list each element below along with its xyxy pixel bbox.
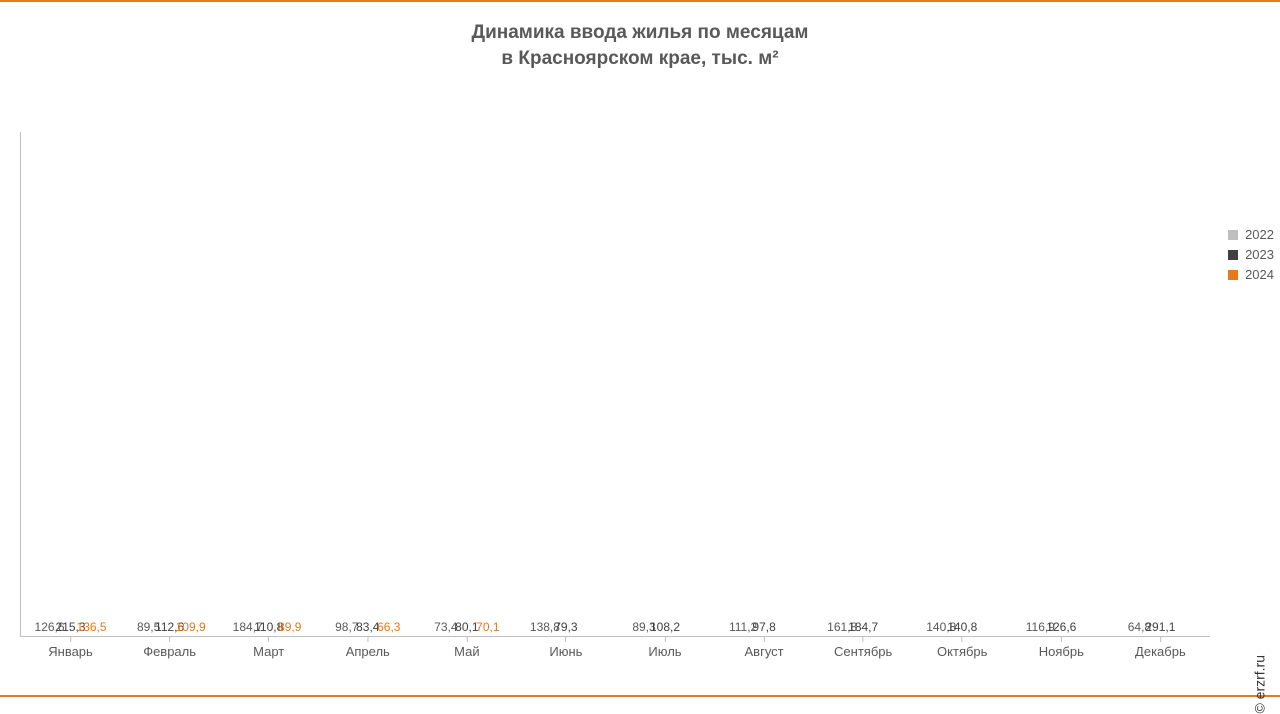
bar-group: 138,879,3Июнь [516, 132, 615, 636]
x-tick-label: Август [745, 644, 784, 659]
bar-column: 111,2 [734, 620, 752, 636]
x-tick-label: Март [253, 644, 284, 659]
bar-group: 89,5112,6109,9Февраль [120, 132, 219, 636]
bar-column: 126,6 [1052, 620, 1070, 636]
bar-column: 98,7 [338, 620, 356, 636]
legend-item: 2024 [1228, 267, 1274, 282]
legend: 2022 2023 2024 [1228, 227, 1274, 287]
bar-column: 291,1 [1151, 620, 1169, 636]
bar-column: 140,8 [953, 620, 971, 636]
chart-plot-wrap: 126,6215,3136,5Январь89,5112,6109,9Февра… [20, 132, 1210, 665]
bar-group: 98,783,466,3Апрель [318, 132, 417, 636]
legend-label: 2024 [1245, 267, 1274, 282]
x-tick-label: Декабрь [1135, 644, 1186, 659]
x-tick-label: Сентябрь [834, 644, 892, 659]
legend-swatch [1228, 230, 1238, 240]
value-label: 109,9 [176, 620, 206, 634]
x-tick-label: Ноябрь [1039, 644, 1084, 659]
bar-group: 64,8291,1Декабрь [1111, 132, 1210, 636]
value-label: 291,1 [1145, 620, 1175, 634]
bar-column: 110,8 [260, 620, 278, 636]
value-label: 79,3 [554, 620, 577, 634]
bar-group: 140,8140,8Октябрь [913, 132, 1012, 636]
value-label: 140,8 [947, 620, 977, 634]
value-label: 184,7 [848, 620, 878, 634]
bar-group: 89,3108,2Июль [615, 132, 714, 636]
bar-column: 97,8 [755, 620, 773, 636]
chart-frame: Динамика ввода жилья по месяцам в Красно… [0, 0, 1280, 697]
bar-group: 116,9126,6Ноябрь [1012, 132, 1111, 636]
bar-group: 184,7110,889,9Март [219, 132, 318, 636]
x-tick-label: Январь [48, 644, 93, 659]
value-label: 70,1 [476, 620, 499, 634]
bar-column: 136,5 [83, 620, 101, 636]
value-label: 108,2 [650, 620, 680, 634]
value-label: 83,4 [356, 620, 379, 634]
bar-column: 138,8 [536, 620, 554, 636]
value-label: 66,3 [377, 620, 400, 634]
bar-column: 79,3 [557, 620, 575, 636]
chart-title: Динамика ввода жилья по месяцам в Красно… [16, 20, 1264, 71]
legend-item: 2023 [1228, 247, 1274, 262]
value-label: 136,5 [77, 620, 107, 634]
x-tick-label: Апрель [346, 644, 390, 659]
bar-column: 73,4 [437, 620, 455, 636]
legend-item: 2022 [1228, 227, 1274, 242]
x-tick-label: Июнь [549, 644, 582, 659]
bar-column: 89,9 [281, 620, 299, 636]
value-label: 80,1 [455, 620, 478, 634]
bar-group: 111,297,8Август [715, 132, 814, 636]
bar-group: 126,6215,3136,5Январь [21, 132, 120, 636]
x-tick-label: Май [454, 644, 479, 659]
bar-column: 80,1 [458, 620, 476, 636]
chart-plot: 126,6215,3136,5Январь89,5112,6109,9Февра… [20, 132, 1210, 637]
bar-groups: 126,6215,3136,5Январь89,5112,6109,9Февра… [21, 132, 1210, 636]
title-line-1: Динамика ввода жилья по месяцам [472, 22, 809, 43]
value-label: 98,7 [335, 620, 358, 634]
bar-column: 108,2 [656, 620, 674, 636]
bar-group: 73,480,170,1Май [417, 132, 516, 636]
x-tick-label: Февраль [143, 644, 196, 659]
bar-column: 109,9 [182, 620, 200, 636]
bar-group: 161,8184,7Сентябрь [814, 132, 913, 636]
value-label: 97,8 [752, 620, 775, 634]
bar-column: 66,3 [380, 620, 398, 636]
value-label: 126,6 [1046, 620, 1076, 634]
title-line-2: в Красноярском крае, тыс. м² [501, 48, 778, 69]
legend-swatch [1228, 270, 1238, 280]
bar-column: 70,1 [479, 620, 497, 636]
bar-column: 83,4 [359, 620, 377, 636]
legend-label: 2022 [1245, 227, 1274, 242]
x-tick-label: Июль [648, 644, 681, 659]
legend-label: 2023 [1245, 247, 1274, 262]
copyright: © erzrf.ru [1252, 655, 1268, 714]
legend-swatch [1228, 250, 1238, 260]
bar-column: 184,7 [854, 620, 872, 636]
value-label: 73,4 [434, 620, 457, 634]
value-label: 89,9 [278, 620, 301, 634]
x-tick-label: Октябрь [937, 644, 987, 659]
